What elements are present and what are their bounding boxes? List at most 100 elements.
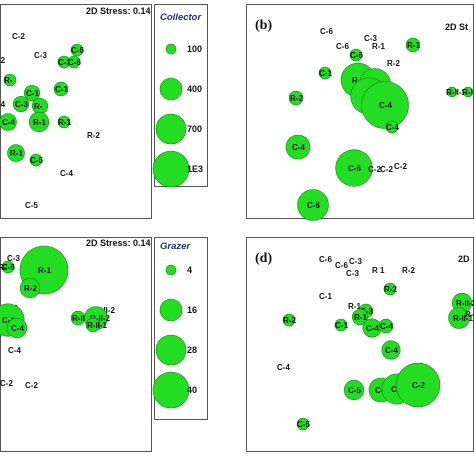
data-point-label: C-3 bbox=[364, 34, 377, 43]
data-point-marker bbox=[19, 277, 41, 299]
data-point-label: R-1 bbox=[354, 313, 367, 322]
data-point-marker bbox=[3, 73, 17, 87]
data-point-marker bbox=[53, 81, 69, 97]
panel-a-points: C-2-2C-3C-6C-3C-6R-C-1C-1C-3-4R-R-1C-4R-… bbox=[0, 32, 100, 210]
data-point-label: C-3 bbox=[15, 100, 28, 109]
data-point-marker bbox=[296, 417, 310, 431]
data-point-label: C-6 bbox=[335, 261, 348, 270]
data-point-label: R-2 bbox=[24, 284, 37, 293]
data-point-label: R-I bbox=[462, 88, 473, 97]
data-point-marker bbox=[381, 340, 401, 360]
panel-a-stress-label: 2D Stress: 0.14 bbox=[86, 6, 151, 16]
data-point-label: C-4 bbox=[385, 346, 398, 355]
data-point-marker bbox=[334, 318, 348, 332]
data-point-label: C-2 bbox=[380, 165, 393, 174]
data-point-label: -2 bbox=[0, 56, 6, 65]
data-point-label: R-1 bbox=[38, 266, 51, 275]
data-point-label: C-4 bbox=[366, 324, 379, 333]
data-point-label: R-2 bbox=[384, 285, 397, 294]
data-point-marker bbox=[6, 317, 28, 339]
legend-size-marker bbox=[155, 334, 187, 366]
data-point-marker bbox=[349, 48, 363, 62]
panel-c-points: C-3C-6R-R-1R-2C-3C-1C-4R-II-2R-II-1R-II-… bbox=[0, 245, 116, 390]
data-point-marker bbox=[57, 115, 71, 129]
legend-c-items: 4 16 28 40 bbox=[152, 264, 197, 409]
legend-size-marker bbox=[165, 43, 177, 55]
legend-size-label: 16 bbox=[187, 305, 197, 315]
data-point-label: C-4 bbox=[8, 346, 21, 355]
data-point-marker bbox=[23, 84, 41, 102]
data-point-marker bbox=[1, 260, 15, 274]
legend-size-marker bbox=[165, 264, 177, 276]
data-point-label: C-3 bbox=[34, 51, 47, 60]
legend-c-title: Grazer bbox=[160, 241, 191, 252]
legend-size-label: 400 bbox=[187, 84, 202, 94]
panel-a-legend-frame bbox=[154, 4, 208, 187]
data-point-marker bbox=[383, 282, 397, 296]
data-point-label: C-3 bbox=[346, 269, 359, 278]
data-point-marker bbox=[446, 86, 458, 98]
panel-d-stress-label: 2D bbox=[458, 254, 470, 264]
data-point-label: C-5 bbox=[348, 386, 361, 395]
data-point-label: C-4 bbox=[386, 123, 399, 132]
data-point-label: R-II-2 bbox=[90, 314, 111, 323]
data-point-label: R-II-1 bbox=[87, 321, 108, 330]
data-point-label: C-6 bbox=[336, 42, 349, 51]
data-point-label: R-II-1 bbox=[446, 88, 467, 97]
legend-a-items: 100 400 700 1E3 bbox=[152, 43, 203, 188]
data-point-label: R-II-1 bbox=[72, 314, 93, 323]
data-point-marker bbox=[351, 308, 369, 326]
data-point-label: C-6 bbox=[71, 46, 84, 55]
data-point-label: C-3 bbox=[360, 307, 373, 316]
data-point-label: R 1 bbox=[372, 266, 385, 275]
data-point-marker bbox=[7, 144, 25, 162]
data-point-label: C-2 bbox=[368, 165, 381, 174]
data-point-label: C-5 bbox=[25, 201, 38, 210]
data-point-label: C-6 bbox=[350, 51, 363, 60]
data-point-marker bbox=[448, 307, 470, 329]
data-point-label: C-6 bbox=[319, 255, 332, 264]
panel-c-stress-label: 2D Stress: 0.14 bbox=[86, 238, 151, 248]
legend-size-marker bbox=[152, 150, 190, 188]
data-point-label: C-1 bbox=[319, 292, 332, 301]
legend-size-label: 1E3 bbox=[187, 164, 203, 174]
data-point-label: C-1 bbox=[55, 85, 68, 94]
data-point-marker bbox=[405, 37, 421, 53]
panel-d-label: (d) bbox=[255, 251, 272, 266]
data-point-marker bbox=[85, 317, 101, 333]
panel-b-label: (b) bbox=[255, 18, 272, 33]
panel-d-frame bbox=[246, 237, 474, 452]
data-point-label: C-6 bbox=[307, 201, 320, 210]
data-point-label: C-4 bbox=[11, 324, 24, 333]
data-point-label: C-2 bbox=[394, 162, 407, 171]
data-point-label: C-6 bbox=[348, 164, 361, 173]
legend-size-label: 4 bbox=[187, 265, 192, 275]
data-point-label: R-II-2 bbox=[95, 306, 116, 315]
data-point-label: C-4 bbox=[292, 143, 305, 152]
legend-size-label: 700 bbox=[187, 124, 202, 134]
data-point-label: R-2 bbox=[387, 59, 400, 68]
data-point-label: R- bbox=[4, 76, 13, 85]
data-point-marker bbox=[343, 379, 365, 401]
data-point-label: C-2 bbox=[412, 381, 425, 390]
legend-size-marker bbox=[159, 298, 183, 322]
data-point-label: R-II-1 bbox=[453, 314, 474, 323]
panel-c-frame bbox=[0, 237, 152, 452]
data-point-marker bbox=[462, 86, 474, 98]
data-point-label: R- bbox=[34, 102, 43, 111]
data-point-marker bbox=[288, 90, 304, 106]
data-point-label: C-2 bbox=[12, 32, 25, 41]
data-point-label: R-1 bbox=[58, 118, 71, 127]
legend-size-label: 28 bbox=[187, 345, 197, 355]
data-point-label: C-4 bbox=[379, 101, 392, 110]
legend-size-marker bbox=[152, 371, 190, 409]
data-point-label: R-1 bbox=[407, 41, 420, 50]
panel-a-frame bbox=[0, 4, 152, 219]
data-point-marker bbox=[297, 189, 329, 221]
data-point-label: -4 bbox=[0, 100, 6, 109]
data-point-label: R-2 bbox=[290, 94, 303, 103]
legend-size-label: 40 bbox=[187, 385, 197, 395]
data-point-label: R-1 bbox=[372, 42, 385, 51]
data-point-label: C-5 bbox=[297, 420, 310, 429]
data-point-marker bbox=[395, 362, 441, 408]
